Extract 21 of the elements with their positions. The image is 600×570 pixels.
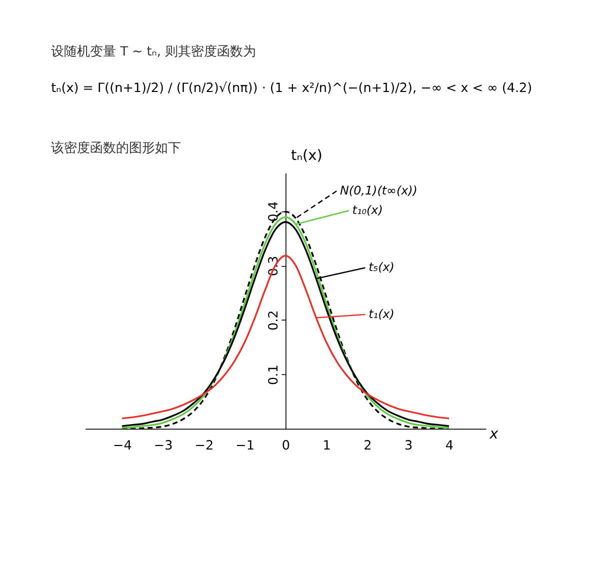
- y-tick-label: 0.2: [266, 310, 282, 331]
- x-tick-label: 1: [322, 438, 331, 454]
- x-tick-label: −2: [194, 438, 214, 454]
- text: 该密度函数的图形如下: [51, 140, 182, 156]
- x-tick-label: 2: [364, 438, 372, 454]
- x-tick-label: −1: [236, 438, 254, 454]
- y-tick-label: 0.4: [266, 201, 282, 222]
- chart-subtitle: tₙ(x) = Γ((n+1)/2) / (Γ(n/2)√(nπ)) · (1 + x²/n)^(−(n+1)/2), −∞ < x < ∞ (4.2): [51, 81, 532, 96]
- legend-label: t₁₀(x): [352, 203, 383, 218]
- x-tick-label: −3: [154, 438, 173, 454]
- x-tick-label: −4: [113, 438, 132, 454]
- x-tick-label: 3: [404, 438, 413, 454]
- legend-label: t₁(x): [368, 306, 394, 321]
- x-tick-label: 0: [282, 438, 290, 454]
- y-axis-title: tₙ(x): [291, 148, 322, 164]
- legend-label: t₅(x): [368, 260, 394, 274]
- x-tick-label: 4: [445, 438, 454, 454]
- y-tick-label: 0.1: [266, 364, 282, 385]
- x-axis-title: x: [488, 426, 499, 443]
- chart-title: 设随机变量 T ~ tₙ, 则其密度函数为: [51, 43, 256, 60]
- text: N(0,1)(t∞(x)): [340, 183, 418, 198]
